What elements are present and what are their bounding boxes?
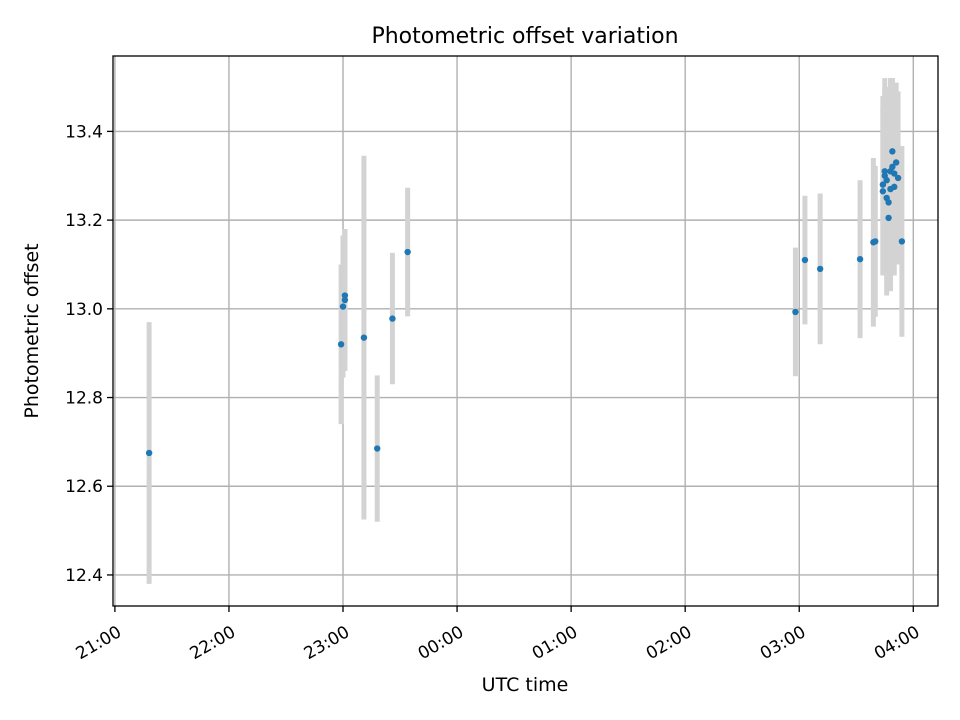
y-tick-label: 12.8 [65, 389, 103, 409]
data-point [341, 296, 349, 304]
data-point [341, 292, 349, 299]
y-tick-label: 13.2 [65, 211, 103, 231]
y-tick-label: 12.4 [65, 566, 103, 586]
x-axis-label: UTC time [482, 674, 569, 696]
plot-frame [112, 55, 939, 607]
data-point [885, 214, 892, 222]
error-bars [146, 78, 905, 584]
data-point [801, 256, 809, 264]
x-tick-label: 04:00 [871, 622, 923, 664]
data-point [879, 188, 887, 195]
chart-title: Photometric offset variation [371, 24, 678, 49]
y-tick-label: 12.6 [65, 477, 103, 497]
data-point [889, 163, 896, 171]
y-tick-label: 13.4 [65, 122, 103, 142]
data-points [145, 148, 906, 457]
x-tick-label: 21:00 [73, 622, 125, 664]
x-axis-ticks: 21:00 22:00 23:00 00:00 01:00 02:00 03:00 04:00 [73, 606, 923, 664]
data-point [816, 265, 824, 273]
data-point [894, 174, 902, 182]
data-point [856, 255, 864, 263]
data-point [404, 248, 411, 256]
x-tick-label: 03:00 [757, 622, 809, 664]
data-point [792, 308, 799, 316]
x-tick-label: 22:00 [187, 622, 239, 664]
data-point [360, 334, 368, 341]
x-tick-label: 01:00 [529, 622, 581, 664]
grid-lines [113, 56, 938, 606]
data-point [898, 238, 906, 245]
data-point [891, 170, 898, 177]
data-point [879, 181, 887, 188]
y-axis-ticks: 12.4 12.6 12.8 13.0 13.2 13.4 [65, 122, 113, 586]
data-point [883, 176, 890, 184]
data-point [374, 445, 381, 452]
y-tick-label: 13.0 [65, 300, 103, 320]
data-point [145, 449, 153, 457]
data-point [885, 199, 892, 206]
data-point [339, 303, 347, 310]
x-tick-label: 23:00 [301, 622, 353, 664]
data-point [337, 341, 345, 348]
data-point [889, 148, 896, 155]
x-tick-label: 00:00 [415, 622, 467, 664]
data-point [892, 159, 900, 166]
data-point [891, 183, 898, 191]
x-tick-label: 02:00 [643, 622, 695, 664]
data-point [872, 238, 879, 245]
data-point [881, 168, 888, 175]
data-point [389, 315, 396, 322]
y-axis-label: Photometric offset [21, 243, 43, 418]
